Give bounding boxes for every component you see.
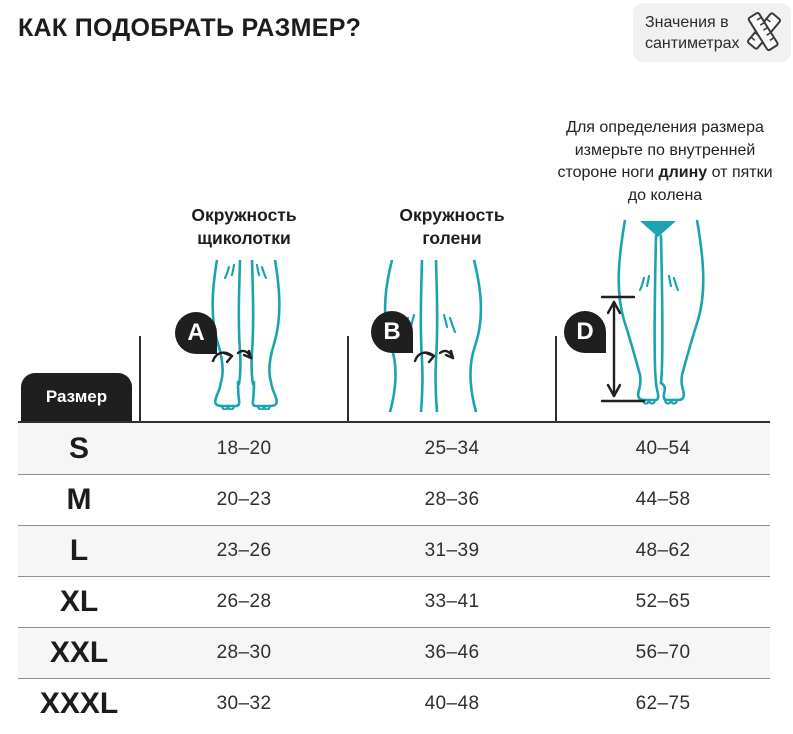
length-value-cell: 44–58 [635, 489, 691, 510]
size-cell: XL [59, 585, 99, 618]
length-value-cell: 62–75 [635, 693, 691, 714]
page-title: КАК ПОДОБРАТЬ РАЗМЕР? [18, 14, 362, 42]
calf-value-cell: 40–48 [424, 693, 480, 714]
legs-ankle-illustration [211, 260, 281, 410]
calf-value-cell: 36–46 [424, 642, 480, 663]
size-cell: XXL [49, 636, 109, 669]
circumference-arrow-b [413, 349, 455, 364]
units-badge-label: Значения в сантиметрах [645, 13, 740, 52]
column-header-ankle: Окружность щиколотки [191, 205, 297, 248]
table-row: L 23–26 31–39 48–62 [18, 525, 770, 576]
ankle-value-cell: 23–26 [216, 540, 272, 561]
marker-badge-b: B [371, 311, 413, 353]
calf-value-cell: 31–39 [424, 540, 480, 561]
size-table: S 18–20 25–34 40–54 M 20–23 28–36 44–58 … [18, 421, 770, 729]
table-row: S 18–20 25–34 40–54 [18, 423, 770, 474]
table-row: XXXL 30–32 40–48 62–75 [18, 678, 770, 729]
calf-value-cell: 25–34 [424, 437, 480, 459]
units-badge: Значения в сантиметрах [633, 3, 791, 62]
calf-value-cell: 28–36 [424, 489, 480, 510]
ankle-value-cell: 30–32 [216, 693, 272, 714]
marker-badge-d: D [564, 311, 606, 353]
ruler-icon [746, 11, 781, 51]
table-row: XL 26–28 33–41 52–65 [18, 576, 770, 627]
ankle-value-cell: 28–30 [216, 642, 272, 663]
table-row: XXL 28–30 36–46 56–70 [18, 627, 770, 678]
length-value-cell: 40–54 [635, 437, 691, 459]
size-cell: XXXL [39, 687, 119, 720]
length-measure-arrow [600, 295, 646, 403]
marker-badge-a: A [175, 312, 217, 354]
size-header-badge: Размер [21, 373, 132, 421]
size-cell: L [69, 534, 89, 567]
circumference-arrow-a [211, 349, 253, 364]
table-row: M 20–23 28–36 44–58 [18, 474, 770, 525]
measure-note-bold-word: длину [658, 164, 708, 181]
measure-note: Для определения размера измерьте по внут… [557, 119, 773, 204]
length-value-cell: 48–62 [635, 540, 691, 561]
ankle-value-cell: 18–20 [216, 437, 272, 459]
ankle-value-cell: 20–23 [216, 489, 272, 510]
calf-value-cell: 33–41 [424, 591, 480, 612]
length-value-cell: 56–70 [635, 642, 691, 663]
column-header-calf: Окружность голени [399, 205, 505, 248]
ankle-value-cell: 26–28 [216, 591, 272, 612]
size-cell: M [66, 483, 92, 516]
legs-length-illustration [617, 220, 705, 405]
size-cell: S [68, 431, 89, 465]
length-value-cell: 52–65 [635, 591, 691, 612]
